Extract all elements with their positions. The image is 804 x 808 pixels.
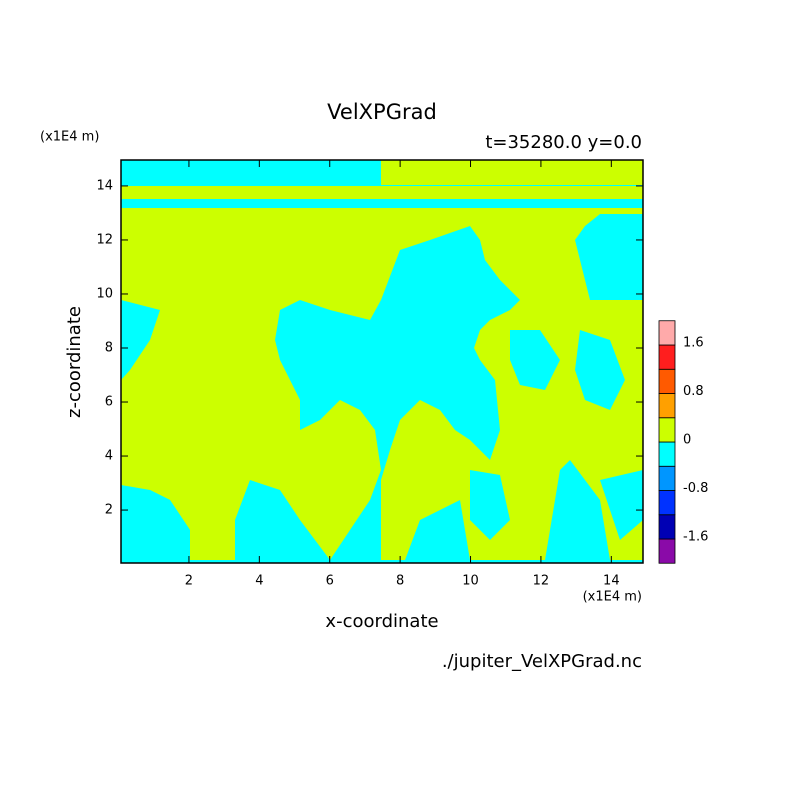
colorbar-label: -1.6 — [683, 530, 708, 545]
colorbar-box — [658, 417, 676, 443]
contour-fill — [121, 160, 643, 560]
x-tick-label: 6 — [326, 574, 334, 589]
y-tick-label: 12 — [96, 232, 113, 247]
y-unit: (x1E4 m) — [40, 130, 99, 145]
colorbar: -1.6 -0.8 0 0.8 1.6 — [658, 320, 708, 564]
colorbar-label: 0 — [683, 433, 691, 448]
chart-subtitle: t=35280.0 y=0.0 — [485, 132, 642, 153]
x-tick-label: 14 — [603, 574, 620, 589]
y-tick-label: 4 — [105, 449, 113, 464]
contour-field — [121, 160, 643, 563]
y-tick-label: 2 — [105, 503, 113, 518]
colorbar-box — [658, 490, 676, 516]
y-tick-label: 10 — [96, 286, 113, 301]
colorbar-box — [658, 393, 676, 419]
chart-title: VelXPGrad — [327, 100, 437, 124]
y-tick-label: 14 — [96, 178, 113, 193]
colorbar-label: 0.8 — [683, 384, 704, 399]
colorbar-label: -0.8 — [683, 481, 708, 496]
colorbar-box — [658, 344, 676, 370]
source-file: ./jupiter_VelXPGrad.nc — [442, 651, 642, 672]
x-tick-label: 2 — [185, 574, 193, 589]
x-unit: (x1E4 m) — [583, 590, 642, 605]
colorbar-box — [658, 441, 676, 467]
plot-frame — [120, 159, 644, 564]
y-axis-label: z-coordinate — [64, 306, 85, 418]
y-tick-label: 8 — [105, 340, 113, 355]
contour-fill — [121, 300, 643, 548]
colorbar-box — [658, 465, 676, 491]
contour-fill — [150, 255, 380, 500]
x-axis-label: x-coordinate — [325, 611, 438, 632]
colorbar-label: 1.6 — [683, 336, 704, 351]
colorbar-box — [658, 368, 676, 394]
colorbar-box — [658, 514, 676, 540]
y-tick-label: 6 — [105, 395, 113, 410]
x-tick-label: 10 — [462, 574, 479, 589]
axes: 2 4 6 8 10 12 14 2 4 6 8 10 12 14 — [96, 160, 643, 589]
x-tick-label: 12 — [533, 574, 550, 589]
colorbar-box — [658, 320, 676, 346]
x-tick-label: 4 — [255, 574, 263, 589]
x-tick-label: 8 — [396, 574, 404, 589]
colorbar-box — [658, 538, 676, 564]
